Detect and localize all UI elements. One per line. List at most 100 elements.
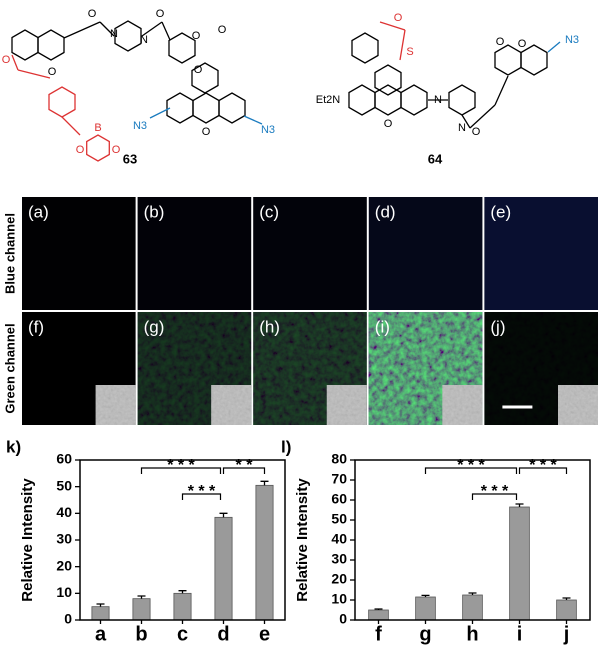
significance-label: * * * [529, 457, 557, 474]
panel-label: (h) [259, 317, 280, 336]
panel-label: (f) [28, 317, 44, 336]
x-tick-label: j [563, 623, 570, 645]
atom-label: O [394, 12, 403, 24]
panel-label: (j) [490, 317, 505, 336]
bond [141, 21, 163, 37]
bond [61, 116, 81, 136]
atom-label: O [112, 144, 121, 156]
significance-label: * * * [457, 457, 485, 474]
x-tick-label: g [419, 623, 431, 645]
ring [191, 62, 219, 94]
row-label: Green channel [2, 323, 17, 413]
bar [132, 598, 151, 621]
atom-label: N3 [261, 124, 275, 136]
bond [99, 21, 115, 37]
bond [379, 21, 406, 31]
plot-frame [79, 459, 286, 621]
bar [509, 506, 530, 621]
atom-label: N [434, 94, 442, 106]
atom-label: O [384, 118, 393, 130]
bar [173, 592, 192, 621]
ring [520, 44, 548, 76]
atom-label: B [94, 122, 101, 134]
brightfield-texture [442, 385, 483, 425]
panel-label: (g) [144, 317, 165, 336]
x-tick-label: i [517, 623, 523, 645]
ring [168, 32, 196, 64]
bond [63, 21, 101, 39]
x-tick-label: b [135, 623, 147, 645]
error-bar [562, 597, 571, 600]
atom-label: N [110, 28, 118, 40]
ring [218, 92, 246, 124]
y-tick-label: 60 [56, 451, 72, 467]
error-bar [219, 512, 228, 518]
significance-bracket [471, 493, 518, 500]
panel-label: (c) [259, 202, 279, 221]
micrograph [484, 197, 598, 310]
atom-label: N [458, 122, 466, 134]
bar [91, 606, 110, 621]
atom-label: N3 [565, 34, 579, 46]
atom-label: O [218, 24, 227, 36]
y-tick-label: 80 [331, 451, 347, 467]
atom-label: O [76, 144, 85, 156]
bond [461, 114, 471, 129]
x-tick-label: e [259, 623, 270, 645]
y-tick-label: 50 [331, 511, 347, 527]
bar [255, 484, 274, 621]
bond [469, 104, 496, 129]
panel-label: (a) [28, 202, 49, 221]
x-tick-label: h [466, 623, 478, 645]
micrograph-signal [253, 197, 367, 310]
atom-label: O [48, 66, 57, 78]
micrograph-signal [137, 197, 252, 310]
micrograph-signal [368, 197, 483, 310]
ring [351, 32, 379, 64]
atom-label: O [472, 126, 481, 138]
compound-label: 63 [123, 151, 137, 166]
bond [161, 21, 171, 41]
bar [462, 594, 483, 621]
y-tick-label: 20 [56, 557, 72, 573]
atom-label: O [2, 54, 11, 66]
error-bar [178, 590, 187, 594]
error-bar [421, 594, 430, 597]
brightfield-texture [95, 385, 136, 425]
atom-label: S [406, 46, 413, 58]
y-tick-label: 30 [331, 551, 347, 567]
significance-label: * * * [481, 483, 509, 500]
ring [400, 84, 428, 116]
plot-frame [354, 459, 591, 621]
atom-label: O [192, 30, 201, 42]
atom-label: N3 [133, 120, 147, 132]
y-tick-label: 0 [64, 611, 72, 627]
y-tick-label: 30 [56, 531, 72, 547]
y-tick-label: 50 [56, 477, 72, 493]
ring [374, 64, 402, 96]
micrograph [137, 197, 252, 310]
error-bar [374, 608, 383, 610]
significance-bracket [518, 467, 568, 474]
bond [11, 54, 19, 71]
panel-label: (e) [490, 202, 511, 221]
bond [547, 41, 561, 53]
y-tick-label: 60 [331, 491, 347, 507]
significance-bracket [222, 467, 266, 474]
row-label: Blue channel [2, 213, 17, 294]
brightfield-texture [558, 385, 598, 425]
bond [149, 107, 171, 119]
y-tick-label: 20 [331, 571, 347, 587]
bar [415, 596, 436, 621]
x-tick-label: f [375, 623, 382, 645]
micrograph [22, 197, 136, 310]
significance-label: * * * [188, 483, 216, 500]
atom-label: O [194, 64, 203, 76]
x-tick-label: d [217, 623, 229, 645]
atom-label: N [140, 34, 148, 46]
brightfield-texture [326, 385, 367, 425]
panel-label: k) [6, 437, 21, 456]
micrograph [253, 197, 367, 310]
significance-bracket [424, 467, 518, 474]
